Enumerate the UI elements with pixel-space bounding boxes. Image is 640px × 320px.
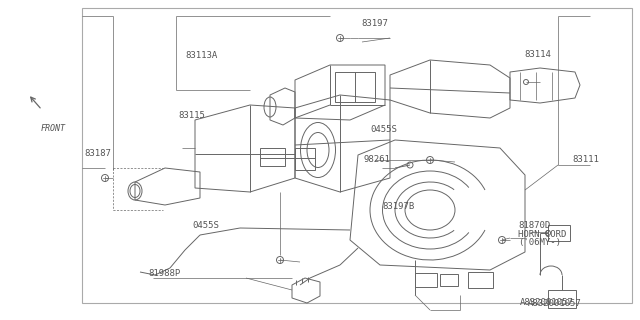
Text: FRONT: FRONT [41, 124, 66, 133]
Text: ('06MY-): ('06MY-) [518, 238, 561, 247]
Text: 83111: 83111 [573, 156, 600, 164]
Text: 81870D: 81870D [518, 221, 550, 230]
Text: 83197B: 83197B [383, 202, 415, 211]
Text: A832001057: A832001057 [520, 298, 574, 307]
Bar [548, 290, 576, 308]
Bar [260, 148, 285, 166]
Text: 83115: 83115 [178, 111, 205, 120]
Text: 81988P: 81988P [148, 269, 180, 278]
Text: 98261: 98261 [364, 156, 390, 164]
Bar [415, 273, 437, 287]
Text: A832001057: A832001057 [528, 299, 582, 308]
Text: 0455S: 0455S [370, 125, 397, 134]
Bar [295, 148, 315, 170]
Text: HORN CORD: HORN CORD [518, 230, 567, 239]
Text: 83197: 83197 [362, 20, 388, 28]
Text: 83187: 83187 [84, 149, 111, 158]
Bar [82, 8, 632, 303]
Bar [548, 225, 570, 241]
Text: 83114: 83114 [525, 50, 552, 59]
Text: 0455S: 0455S [192, 221, 219, 230]
Bar [335, 72, 375, 102]
Bar [440, 274, 458, 286]
Text: 83113A: 83113A [186, 52, 218, 60]
Bar [468, 272, 493, 288]
